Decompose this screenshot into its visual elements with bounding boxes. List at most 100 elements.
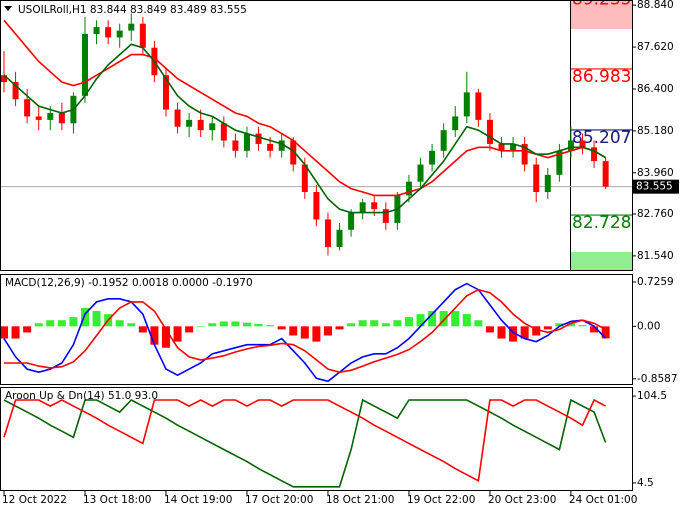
x-tick-label: 24 Oct 01:00	[569, 494, 637, 506]
macd-bar	[46, 320, 55, 327]
macd-bar	[185, 326, 194, 333]
candle-body	[405, 181, 412, 196]
line	[3, 398, 607, 488]
level-label: 89.235	[572, 0, 631, 10]
candle-body	[105, 27, 112, 38]
y-tick-label: 82.760	[637, 208, 674, 220]
candle-body	[174, 109, 181, 127]
macd-bar	[266, 325, 275, 327]
candle-body	[197, 119, 204, 131]
macd-bar	[57, 320, 66, 327]
aroon-title: Aroon Up & Dn(14) 51.0 93.0	[5, 390, 158, 402]
candle-body	[440, 130, 447, 151]
last-price-box	[633, 179, 679, 194]
price-frame	[0, 0, 633, 271]
candle-body	[12, 82, 19, 100]
macd-bar	[242, 322, 251, 327]
macd-title: MACD(12,26,9) -0.1952 0.0018 0.0000 -0.1…	[5, 277, 253, 289]
macd-bar	[462, 314, 471, 327]
macd-bar	[277, 326, 286, 330]
macd-bar	[173, 326, 182, 342]
candle-body	[452, 116, 459, 131]
macd-bar	[474, 320, 483, 327]
candle-body	[162, 75, 169, 110]
x-tick-label: 17 Oct 20:00	[245, 494, 313, 506]
macd-bar	[509, 326, 518, 342]
level-label: 85.207	[572, 128, 631, 148]
macd-bar	[520, 326, 529, 339]
macd-bar	[0, 326, 8, 339]
candle-body	[579, 140, 586, 148]
x-tick-label: 18 Oct 21:00	[326, 494, 394, 506]
macd-bar	[323, 326, 332, 336]
macd-bar	[381, 323, 390, 327]
candle-body	[209, 123, 216, 131]
candle-body	[417, 164, 424, 182]
aroon-frame	[0, 387, 633, 491]
macd-bar	[566, 323, 575, 327]
macd-bar	[404, 317, 413, 327]
candle-body	[255, 133, 262, 144]
x-tick-label: 14 Oct 19:00	[164, 494, 232, 506]
macd-bar	[439, 311, 448, 327]
macd-bar	[532, 326, 541, 336]
candle-body	[232, 140, 239, 151]
macd-bar	[254, 323, 263, 327]
macd-bar	[219, 321, 228, 327]
candle-body	[243, 133, 250, 151]
macd-bar	[115, 320, 124, 327]
candle-body	[429, 150, 436, 165]
macd-bar	[428, 311, 437, 327]
candle-body	[567, 140, 574, 151]
candle-body	[220, 123, 227, 141]
macd-bar	[358, 320, 367, 327]
macd-bar	[543, 326, 552, 330]
resistance-zone	[571, 0, 632, 29]
x-tick-label: 13 Oct 18:00	[83, 494, 151, 506]
candle-body	[382, 209, 389, 223]
candle-body	[116, 30, 123, 38]
macd-bar	[92, 311, 101, 327]
y-tick-label: -0.8587	[637, 373, 678, 385]
panel-arrow	[4, 6, 12, 11]
macd-bar	[300, 326, 309, 339]
macd-bar	[127, 323, 136, 327]
macd-bar	[69, 317, 78, 327]
macd-bar	[208, 323, 217, 327]
support-zone	[571, 252, 632, 271]
candle-body	[186, 119, 193, 127]
level-label: 82.728	[572, 213, 631, 233]
macd-bar	[393, 320, 402, 327]
y-tick-label: 81.540	[637, 250, 674, 262]
y-tick-label: 0.00	[637, 320, 660, 332]
macd-bar	[196, 326, 205, 327]
y-tick-label: 83.960	[637, 167, 674, 179]
candle-body	[591, 147, 598, 162]
candle-body	[301, 164, 308, 193]
x-tick-label: 12 Oct 2022	[2, 494, 67, 506]
macd-bar	[23, 326, 32, 333]
candle-body	[348, 212, 355, 230]
candle-body	[475, 92, 482, 120]
candle-body	[359, 202, 366, 213]
candle-body	[556, 150, 563, 175]
y-tick-label: 88.840	[637, 0, 674, 11]
macd-bar	[150, 326, 159, 345]
line	[3, 282, 607, 383]
candle-body	[278, 140, 285, 151]
candle-body	[58, 113, 65, 124]
level-label: 86.983	[572, 67, 631, 87]
macd-bar	[335, 326, 344, 330]
candle-body	[371, 202, 378, 210]
candle-body	[336, 229, 343, 247]
macd-bar	[601, 326, 610, 339]
candle-body	[81, 34, 88, 96]
candle-body	[486, 119, 493, 144]
candle-body	[324, 219, 331, 247]
candle-body	[533, 164, 540, 193]
macd-bar	[11, 326, 20, 339]
macd-bar	[34, 323, 43, 327]
macd-bar	[555, 323, 564, 327]
